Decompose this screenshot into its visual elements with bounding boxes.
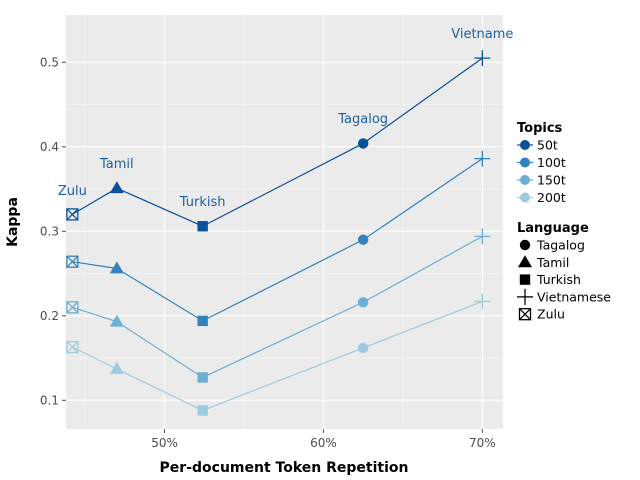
legend-item-language: Vietnamese	[517, 288, 611, 305]
point-100t-turkish	[197, 315, 208, 327]
point-200t-zulu	[66, 340, 79, 354]
triangle-marker	[109, 314, 124, 327]
boxed-x-frame	[66, 208, 79, 221]
legend-key-circle	[520, 175, 530, 185]
square-marker	[197, 221, 208, 232]
x-tick-label: 50%	[151, 436, 178, 450]
circle-marker	[357, 138, 369, 149]
legend-label: Vietnamese	[537, 289, 611, 304]
legend-title-language: Language	[517, 221, 589, 236]
square-marker	[519, 274, 531, 285]
boxed-x-frame	[66, 301, 79, 314]
legend-key-turkish	[519, 274, 531, 285]
legend-key-tagalog	[519, 239, 531, 251]
point-50t-tagalog	[357, 138, 369, 149]
legend-key-vietnamese	[517, 288, 533, 305]
legend-item-topic: 150t	[517, 173, 566, 188]
legend-item-language: Tamil	[518, 255, 569, 270]
annotation-turkish: Turkish	[179, 195, 226, 210]
annotation-tagalog: Tagalog	[337, 112, 388, 127]
point-50t-turkish	[197, 221, 208, 232]
plot-panel	[66, 15, 503, 429]
legend-item-language: Turkish	[519, 272, 581, 287]
legend-key-circle	[520, 157, 530, 168]
triangle-marker	[109, 362, 124, 374]
boxed-x-diag	[66, 208, 79, 221]
point-50t-tamil	[109, 181, 124, 194]
legend-key-zulu	[518, 308, 532, 321]
circle-marker	[357, 342, 369, 354]
x-tick-label: 60%	[310, 436, 337, 450]
point-50t-zulu	[66, 208, 79, 221]
triangle-marker	[109, 261, 124, 274]
y-tick-label: 0.2	[40, 309, 59, 323]
boxed-x-frame	[66, 340, 79, 354]
point-50t-vietnamese	[474, 50, 491, 67]
legend-key-circle	[520, 192, 530, 203]
legend-item-topic: 100t	[517, 155, 566, 170]
legend-label: Zulu	[537, 307, 565, 322]
point-200t-tamil	[109, 362, 124, 374]
point-150t-zulu	[66, 301, 79, 314]
legend-item-topic: 50t	[517, 138, 558, 153]
legend-label: 50t	[537, 138, 558, 153]
annotation-tamil: Tamil	[99, 157, 134, 172]
y-tick-label: 0.5	[40, 55, 59, 69]
square-marker	[197, 315, 208, 327]
boxed-x-diag	[66, 341, 79, 353]
point-150t-tamil	[109, 314, 124, 327]
triangle-marker	[109, 181, 124, 194]
point-200t-vietnamese	[474, 293, 491, 310]
annotation-zulu: Zulu	[58, 184, 87, 199]
legend-item-language: Tagalog	[519, 238, 585, 253]
point-150t-tagalog	[357, 297, 369, 308]
point-200t-turkish	[197, 405, 208, 416]
legend-key-circle	[520, 140, 530, 150]
point-100t-tamil	[109, 261, 124, 274]
legend-key-tamil	[518, 255, 532, 268]
circle-marker	[357, 234, 369, 245]
point-100t-vietnamese	[474, 150, 491, 167]
x-tick-label: 70%	[469, 436, 496, 450]
point-100t-zulu	[66, 255, 79, 268]
boxed-x-diag	[66, 301, 79, 314]
language-annotations: Zulu Tamil Turkish Tagalog Vietname	[58, 27, 514, 210]
legend-label: 150t	[537, 173, 566, 188]
point-150t-vietnamese	[474, 228, 491, 245]
legend-title-topics: Topics	[517, 121, 563, 136]
point-150t-turkish	[197, 372, 208, 383]
legend-item-topic: 200t	[517, 190, 566, 205]
legend: Topics 50t 100t 150t 200t Language Tagalog Tami…	[517, 121, 611, 322]
axis-ticks: 0.1 0.2 0.3 0.4 0.5 50% 60% 70%	[40, 55, 496, 450]
legend-label: 200t	[537, 190, 566, 205]
boxed-x-diag	[66, 255, 79, 268]
legend-label: Tamil	[536, 255, 569, 270]
square-marker	[197, 372, 208, 383]
legend-label: 100t	[537, 155, 566, 170]
circle-marker	[519, 239, 531, 251]
legend-label: Tagalog	[536, 238, 585, 253]
y-tick-label: 0.3	[40, 224, 59, 238]
y-axis-title: Kappa	[5, 197, 21, 247]
legend-label: Turkish	[536, 272, 581, 287]
legend-item-language: Zulu	[518, 307, 565, 322]
annotation-vietname: Vietname	[451, 27, 513, 42]
y-tick-label: 0.1	[40, 393, 59, 407]
point-100t-tagalog	[357, 234, 369, 245]
triangle-marker	[518, 255, 532, 268]
square-marker	[197, 405, 208, 416]
grid	[66, 15, 503, 429]
boxed-x-frame	[518, 308, 532, 321]
circle-marker	[357, 297, 369, 308]
boxed-x-frame	[66, 255, 79, 268]
y-tick-label: 0.4	[40, 140, 59, 154]
x-axis-title: Per-document Token Repetition	[160, 460, 409, 476]
point-200t-tagalog	[357, 342, 369, 354]
data-points	[66, 50, 491, 416]
boxed-x-diag	[519, 308, 531, 321]
